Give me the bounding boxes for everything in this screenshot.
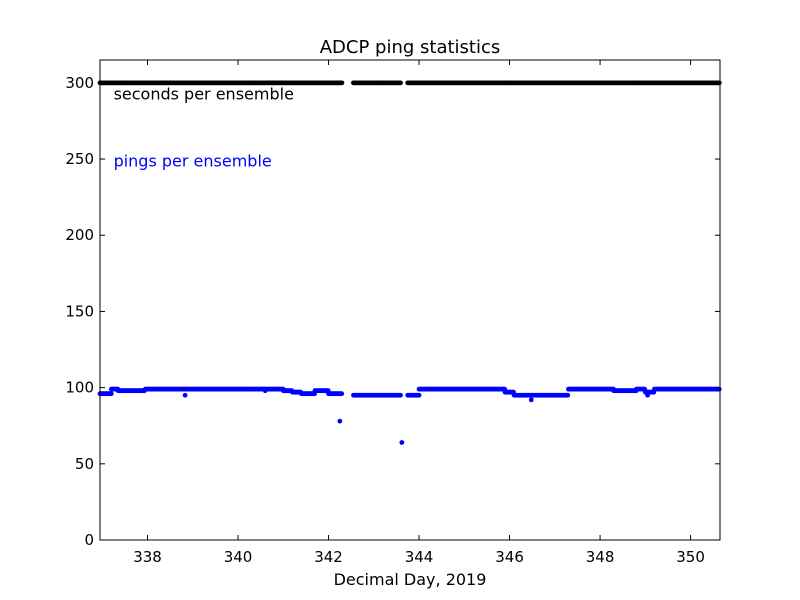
x-tick-label: 340 xyxy=(224,548,253,566)
y-axis: 0 50 100 150 200 250 300 xyxy=(65,74,720,549)
plot-frame xyxy=(99,59,721,541)
x-tick-label: 344 xyxy=(405,548,434,566)
series-layer xyxy=(97,80,722,445)
x-tick-label: 348 xyxy=(586,548,615,566)
y-tick-label: 100 xyxy=(65,379,94,397)
x-axis: 338 340 342 344 346 348 350 xyxy=(133,60,705,566)
y-tick-label: 50 xyxy=(75,455,94,473)
data-point xyxy=(339,391,345,397)
annotation-label: seconds per ensemble xyxy=(114,85,294,104)
data-point xyxy=(108,391,114,397)
data-point xyxy=(262,388,268,394)
chart-title: ADCP ping statistics xyxy=(320,37,501,58)
data-point xyxy=(398,80,403,86)
y-tick-label: 250 xyxy=(65,150,94,168)
x-tick-label: 338 xyxy=(133,548,162,566)
annotations: seconds per ensemble pings per ensemble xyxy=(114,85,294,171)
y-tick-label: 300 xyxy=(65,74,94,92)
data-point xyxy=(398,392,403,398)
data-point xyxy=(399,440,405,445)
data-point xyxy=(645,392,650,398)
x-tick-label: 350 xyxy=(676,548,705,566)
data-point xyxy=(182,392,188,398)
x-tick-label: 342 xyxy=(314,548,343,566)
y-tick-label: 200 xyxy=(65,226,94,244)
data-point xyxy=(416,392,422,398)
series-0 xyxy=(97,80,722,86)
data-point xyxy=(339,80,345,86)
data-point xyxy=(337,418,343,424)
y-tick-label: 150 xyxy=(65,302,94,320)
data-point xyxy=(528,397,534,403)
x-tick-label: 346 xyxy=(495,548,524,566)
series-1 xyxy=(97,386,722,445)
annotation-label: pings per ensemble xyxy=(114,152,272,171)
x-axis-label: Decimal Day, 2019 xyxy=(334,570,487,589)
data-point xyxy=(565,392,571,398)
y-tick-label: 0 xyxy=(84,531,94,549)
